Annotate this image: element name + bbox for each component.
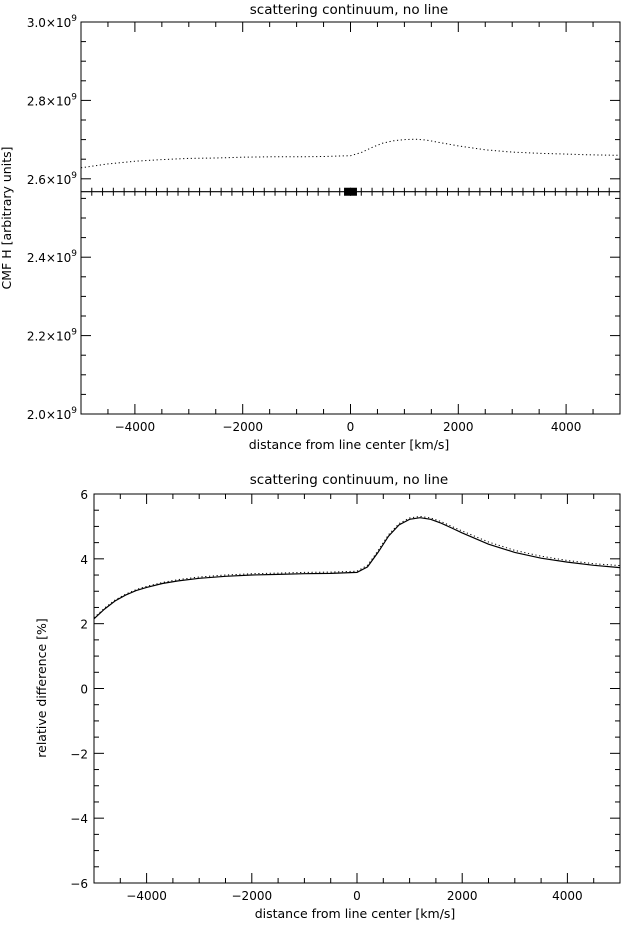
y-tick-label: −2: [70, 747, 88, 761]
y-tick-label: 0: [80, 683, 88, 697]
x-tick-label: −2000: [232, 889, 273, 903]
top-series: [80, 138, 621, 196]
y-tick-label: 3.0×109: [27, 14, 77, 30]
series-line-dotted: [93, 515, 621, 619]
x-tick-label: 0: [353, 889, 361, 903]
bottom-y-ticks: −6 −4 −2 0 2 4 6: [70, 488, 620, 891]
y-tick-label: −6: [70, 877, 88, 891]
top-panel: scattering continuum, no line −4000 −2000…: [0, 2, 621, 452]
bottom-plot-frame: [93, 493, 621, 884]
top-chart-title: scattering continuum, no line: [250, 2, 449, 18]
x-tick-label: 2000: [443, 420, 474, 434]
x-tick-label: −4000: [115, 420, 156, 434]
y-tick-label: 2.8×109: [27, 92, 77, 108]
y-tick-label: 6: [80, 488, 88, 502]
y-tick-label: 2: [80, 618, 88, 632]
series-line-solid: [93, 517, 621, 620]
bottom-x-ticks: −4000 −2000 0 2000 4000: [93, 494, 621, 903]
y-tick-label: 4: [80, 553, 88, 567]
series-marker-cluster: [344, 187, 357, 196]
top-x-ticks: −4000 −2000 0 2000 4000: [80, 22, 621, 434]
bottom-chart-title: scattering continuum, no line: [250, 472, 449, 488]
top-y-ticks: 2.0×109 2.2×109 2.4×109 2.6×109 2.8×109 3.0×1…: [27, 14, 620, 422]
top-plot-frame: [80, 21, 621, 415]
x-tick-label: 4000: [551, 420, 582, 434]
y-tick-label: 2.0×109: [27, 406, 77, 422]
top-x-axis-label: distance from line center [km/s]: [249, 437, 450, 452]
bottom-series: [93, 515, 621, 620]
x-tick-label: 2000: [447, 889, 478, 903]
y-tick-label: 2.4×109: [27, 249, 77, 265]
series-line-dotted: [80, 138, 621, 169]
y-tick-label: 2.2×109: [27, 328, 77, 344]
x-tick-label: 0: [347, 420, 355, 434]
bottom-x-axis-label: distance from line center [km/s]: [255, 906, 456, 921]
y-tick-label: 2.6×109: [27, 171, 77, 187]
top-y-axis-label: CMF H [arbitrary units]: [0, 147, 14, 290]
x-tick-label: 4000: [552, 889, 583, 903]
bottom-y-axis-label: relative difference [%]: [34, 618, 49, 757]
bottom-panel: scattering continuum, no line −4000 −2000…: [34, 472, 621, 921]
x-tick-label: −2000: [222, 420, 263, 434]
y-tick-label: −4: [70, 812, 88, 826]
x-tick-label: −4000: [126, 889, 167, 903]
